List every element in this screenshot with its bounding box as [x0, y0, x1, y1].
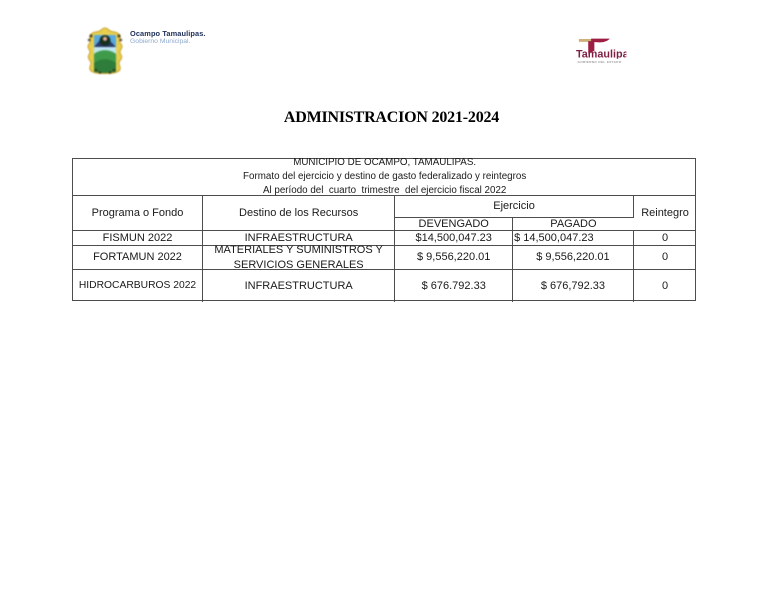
svg-text:Tamaulipas: Tamaulipas	[576, 48, 626, 58]
